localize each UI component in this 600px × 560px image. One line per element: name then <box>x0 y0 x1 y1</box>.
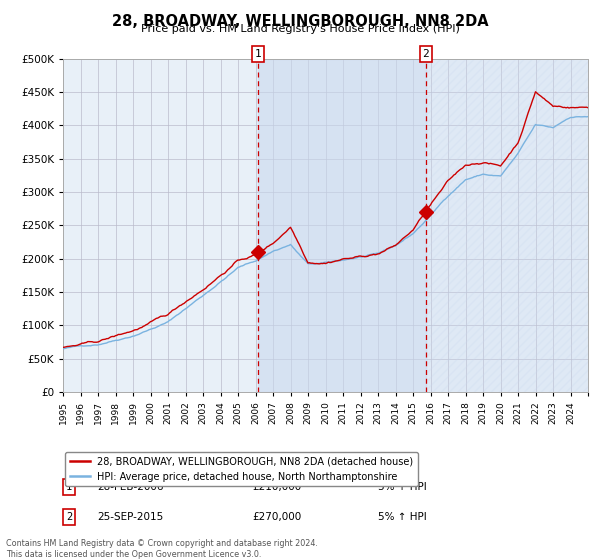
Text: 28, BROADWAY, WELLINGBOROUGH, NN8 2DA: 28, BROADWAY, WELLINGBOROUGH, NN8 2DA <box>112 14 488 29</box>
Text: 28-FEB-2006: 28-FEB-2006 <box>97 482 164 492</box>
Legend: 28, BROADWAY, WELLINGBOROUGH, NN8 2DA (detached house), HPI: Average price, deta: 28, BROADWAY, WELLINGBOROUGH, NN8 2DA (d… <box>65 452 418 487</box>
Text: 2: 2 <box>422 49 429 59</box>
Text: Price paid vs. HM Land Registry's House Price Index (HPI): Price paid vs. HM Land Registry's House … <box>140 24 460 34</box>
Text: 2: 2 <box>66 512 73 522</box>
Text: 5% ↑ HPI: 5% ↑ HPI <box>378 512 427 522</box>
Text: 25-SEP-2015: 25-SEP-2015 <box>97 512 163 522</box>
Text: £210,000: £210,000 <box>252 482 301 492</box>
Bar <box>259 59 426 392</box>
Bar <box>426 59 588 392</box>
Text: Contains HM Land Registry data © Crown copyright and database right 2024.
This d: Contains HM Land Registry data © Crown c… <box>6 539 318 559</box>
Text: £270,000: £270,000 <box>252 512 301 522</box>
Text: 1: 1 <box>255 49 262 59</box>
Text: 3% ↑ HPI: 3% ↑ HPI <box>378 482 427 492</box>
Text: 1: 1 <box>66 482 73 492</box>
